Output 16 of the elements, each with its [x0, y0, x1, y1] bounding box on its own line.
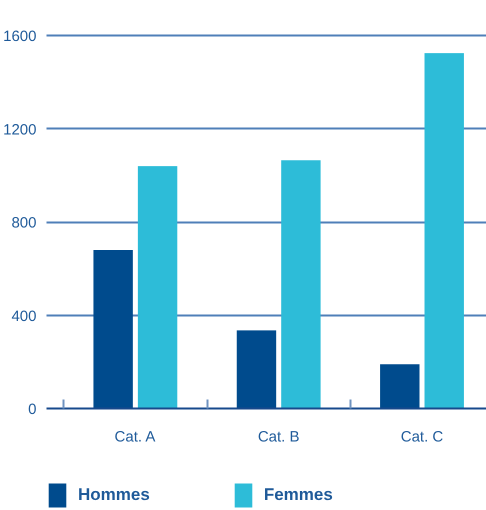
bar [236, 330, 276, 408]
y-tick-label: 400 [11, 308, 37, 325]
y-tick-label: 800 [11, 214, 37, 232]
bar [380, 364, 420, 408]
bar [93, 250, 133, 408]
bar [424, 53, 464, 408]
bar [281, 160, 321, 408]
legend-label: Hommes [78, 485, 150, 505]
legend-label: Femmes [264, 485, 333, 505]
x-tick-label: Cat. C [400, 428, 444, 446]
y-tick-label: 0 [28, 401, 36, 418]
x-tick-label: Cat. A [114, 428, 156, 446]
y-tick-label: 1200 [3, 121, 37, 138]
x-tick-label: Cat. B [258, 428, 300, 446]
bar [138, 166, 178, 408]
y-tick-label: 1600 [3, 28, 37, 46]
